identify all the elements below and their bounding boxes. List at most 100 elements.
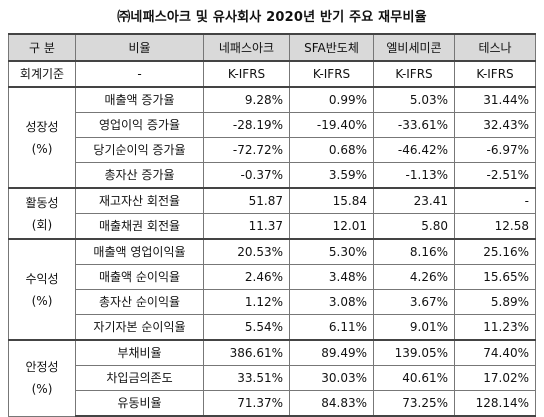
table-row: 당기순이익 증가율 -72.72% 0.68% -46.42% -6.97% (9, 137, 536, 163)
accounting-value: K-IFRS (289, 60, 374, 88)
table-cell: 9.28% (203, 86, 290, 113)
table-row: 매출액 순이익율 2.46% 3.48% 4.26% 15.65% (9, 264, 536, 290)
page-title: ㈜네패스아크 및 유사회사 2020년 반기 주요 재무비율 (117, 10, 427, 25)
table-cell: 11.37 (203, 213, 290, 240)
header-ratio: 비율 (75, 33, 204, 62)
table-cell: 9.01% (373, 314, 455, 341)
ratio-label: 영업이익 증가율 (75, 112, 204, 138)
accounting-value: K-IFRS (454, 60, 536, 88)
table-row: 매출채권 회전율 11.37 12.01 5.80 12.58 (9, 213, 536, 240)
table-row: 총자산 순이익율 1.12% 3.08% 3.67% 5.89% (9, 289, 536, 315)
table-cell: 0.68% (289, 137, 374, 163)
table-row: 안정성 (%) 부채비율 386.61% 89.49% 139.05% 74.40… (8, 339, 536, 417)
table-cell: -28.19% (203, 112, 290, 138)
financial-ratio-table: 구 분 비율 네패스아크 SFA반도체 엘비세미콘 테스나 회계기준 - K-I… (8, 33, 536, 417)
category-unit: (%) (31, 382, 53, 397)
table-cell: -19.40% (289, 112, 374, 138)
table-row: 유동비율 71.37% 84.83% 73.25% 128.14% (9, 390, 536, 417)
table-cell: - (454, 187, 536, 214)
category-label: 수익성 (25, 271, 59, 286)
category-unit: (%) (31, 293, 53, 308)
table-cell: 40.61% (373, 365, 455, 391)
table-cell: 11.23% (454, 314, 536, 341)
table-cell: 15.65% (454, 264, 536, 290)
table-cell: 51.87 (203, 187, 290, 214)
table-cell: -2.51% (454, 162, 536, 189)
table-row: 영업이익 증가율 -28.19% -19.40% -33.61% 32.43% (9, 112, 536, 138)
table-cell: 15.84 (289, 187, 374, 214)
table-cell: 3.59% (289, 162, 374, 189)
category-label: 성장성 (25, 119, 59, 134)
table-cell: -46.42% (373, 137, 455, 163)
ratio-label: 부채비율 (75, 339, 204, 366)
table-cell: 12.58 (454, 213, 536, 240)
table-row: 수익성 (%) 매출액 영업이익율 20.53% 5.30% 8.16% 25.1… (8, 238, 536, 341)
header-company-nepes-ark: 네패스아크 (203, 33, 290, 62)
category-stability: 안정성 (%) (8, 339, 76, 417)
table-cell: -0.37% (203, 162, 290, 189)
table-cell: 31.44% (454, 86, 536, 113)
table-cell: -33.61% (373, 112, 455, 138)
ratio-label: 자기자본 순이익율 (75, 314, 204, 341)
table-cell: 5.03% (373, 86, 455, 113)
header-company-lb-semicon: 엘비세미콘 (373, 33, 455, 62)
accounting-value: K-IFRS (203, 60, 290, 88)
table-cell: 139.05% (373, 339, 455, 366)
table-cell: -1.13% (373, 162, 455, 189)
table-cell: 2.46% (203, 264, 290, 290)
table-cell: 12.01 (289, 213, 374, 240)
ratio-label: 차입금의존도 (75, 365, 204, 391)
table-cell: 32.43% (454, 112, 536, 138)
category-unit: (%) (31, 141, 53, 156)
table-cell: 5.30% (289, 238, 374, 265)
ratio-label: 총자산 증가율 (75, 162, 204, 189)
ratio-label: 유동비율 (75, 390, 204, 417)
table-cell: 71.37% (203, 390, 290, 417)
accounting-ratio: - (75, 60, 204, 88)
table-cell: 5.54% (203, 314, 290, 341)
table-cell: 25.16% (454, 238, 536, 265)
table-cell: 5.80 (373, 213, 455, 240)
table-cell: 6.11% (289, 314, 374, 341)
category-label: 활동성 (25, 195, 59, 210)
table-cell: 386.61% (203, 339, 290, 366)
table-cell: 84.83% (289, 390, 374, 417)
ratio-label: 매출액 순이익율 (75, 264, 204, 290)
table-cell: 74.40% (454, 339, 536, 366)
table-cell: 3.67% (373, 289, 455, 315)
table-cell: 89.49% (289, 339, 374, 366)
table-row: 활동성 (회) 재고자산 회전율 51.87 15.84 23.41 - (8, 187, 536, 240)
accounting-row: 회계기준 - K-IFRS K-IFRS K-IFRS K-IFRS (8, 60, 536, 88)
table-row: 성장성 (%) 매출액 증가율 9.28% 0.99% 5.03% 31.44% (8, 86, 536, 189)
category-profitability: 수익성 (%) (8, 238, 76, 341)
accounting-label: 회계기준 (8, 60, 76, 88)
header-company-sfa: SFA반도체 (289, 33, 374, 62)
ratio-label: 총자산 순이익율 (75, 289, 204, 315)
table-cell: 3.08% (289, 289, 374, 315)
table-cell: 30.03% (289, 365, 374, 391)
category-activity: 활동성 (회) (8, 187, 76, 240)
table-cell: 20.53% (203, 238, 290, 265)
table-cell: 128.14% (454, 390, 536, 417)
header-category: 구 분 (8, 33, 76, 62)
table-cell: 3.48% (289, 264, 374, 290)
ratio-label: 당기순이익 증가율 (75, 137, 204, 163)
header-company-tesna: 테스나 (454, 33, 536, 62)
table-cell: 17.02% (454, 365, 536, 391)
table-cell: 1.12% (203, 289, 290, 315)
table-row: 자기자본 순이익율 5.54% 6.11% 9.01% 11.23% (9, 314, 536, 341)
ratio-label: 매출액 증가율 (75, 86, 204, 113)
table-cell: 4.26% (373, 264, 455, 290)
ratio-label: 매출채권 회전율 (75, 213, 204, 240)
table-row: 차입금의존도 33.51% 30.03% 40.61% 17.02% (9, 365, 536, 391)
table-row: 총자산 증가율 -0.37% 3.59% -1.13% -2.51% (9, 162, 536, 189)
table-cell: -6.97% (454, 137, 536, 163)
table-cell: 8.16% (373, 238, 455, 265)
ratio-label: 재고자산 회전율 (75, 187, 204, 214)
ratio-label: 매출액 영업이익율 (75, 238, 204, 265)
table-cell: 73.25% (373, 390, 455, 417)
category-unit: (회) (31, 217, 53, 232)
table-cell: 5.89% (454, 289, 536, 315)
accounting-value: K-IFRS (373, 60, 455, 88)
table-cell: 23.41 (373, 187, 455, 214)
